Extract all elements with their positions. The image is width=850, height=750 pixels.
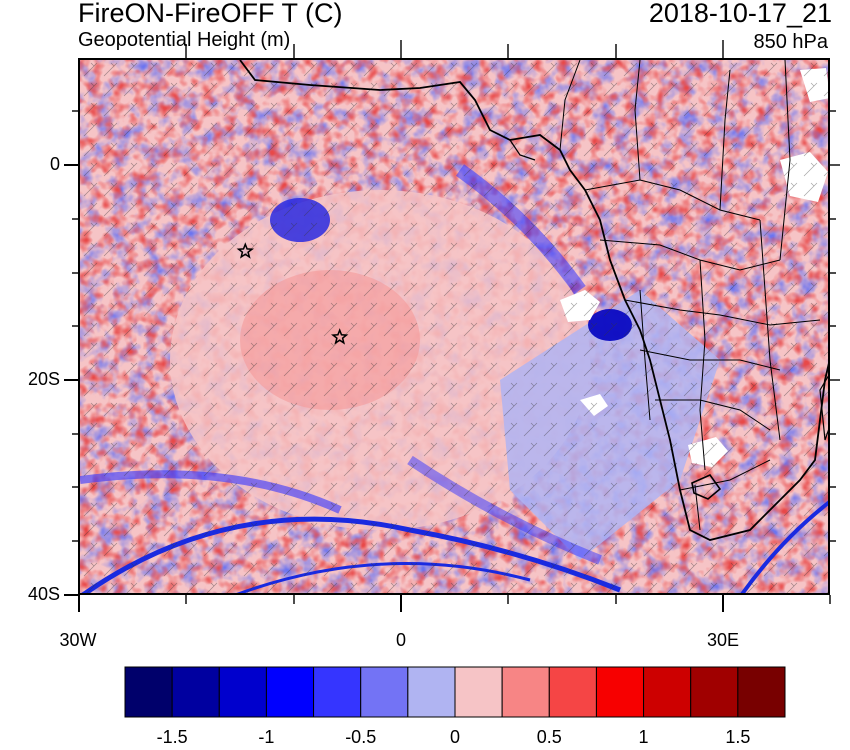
x-tick-label: 0 bbox=[395, 630, 406, 650]
y-tick-label: 20S bbox=[27, 369, 60, 389]
colorbar-label: 1.5 bbox=[725, 727, 751, 747]
y-tick-label: 0 bbox=[49, 154, 60, 174]
colorbar-swatch bbox=[360, 666, 409, 718]
y-tick-label: 40S bbox=[27, 584, 60, 604]
colorbar-swatch bbox=[643, 666, 692, 718]
colorbar-swatch bbox=[313, 666, 362, 718]
colorbar-swatch bbox=[218, 666, 267, 718]
colorbar-swatch bbox=[548, 666, 597, 718]
x-tick-label: 30W bbox=[59, 630, 97, 650]
pressure-level-label: 850 hPa bbox=[753, 31, 828, 53]
colorbar-swatch bbox=[737, 666, 786, 718]
colorbar-label: 0 bbox=[449, 727, 460, 747]
plot-title: FireON-FireOFF T (C) bbox=[78, 0, 343, 28]
valid-time-label: 2018-10-17_21 bbox=[648, 0, 832, 28]
colorbar-swatch bbox=[595, 666, 645, 718]
colorbar-swatch bbox=[407, 666, 456, 718]
colorbar-label: 1 bbox=[638, 727, 649, 747]
colorbar-swatch bbox=[124, 666, 173, 718]
x-tick-label: 30E bbox=[706, 630, 740, 650]
colorbar-swatch bbox=[454, 666, 503, 718]
colorbar-swatch bbox=[690, 666, 739, 718]
colorbar-swatch bbox=[501, 666, 550, 718]
colorbar-label: 0.5 bbox=[536, 727, 562, 747]
map-panel bbox=[78, 58, 830, 595]
colorbar-label: -1.5 bbox=[156, 727, 188, 747]
colorbar-swatch bbox=[171, 666, 220, 718]
colorbar-swatch bbox=[265, 666, 315, 718]
plot-subtitle: Geopotential Height (m) bbox=[78, 29, 291, 51]
colorbar-label: -0.5 bbox=[345, 727, 377, 747]
colorbar-label: -1 bbox=[258, 727, 275, 747]
colorbar bbox=[124, 666, 786, 718]
temperature-difference-map bbox=[80, 60, 828, 593]
